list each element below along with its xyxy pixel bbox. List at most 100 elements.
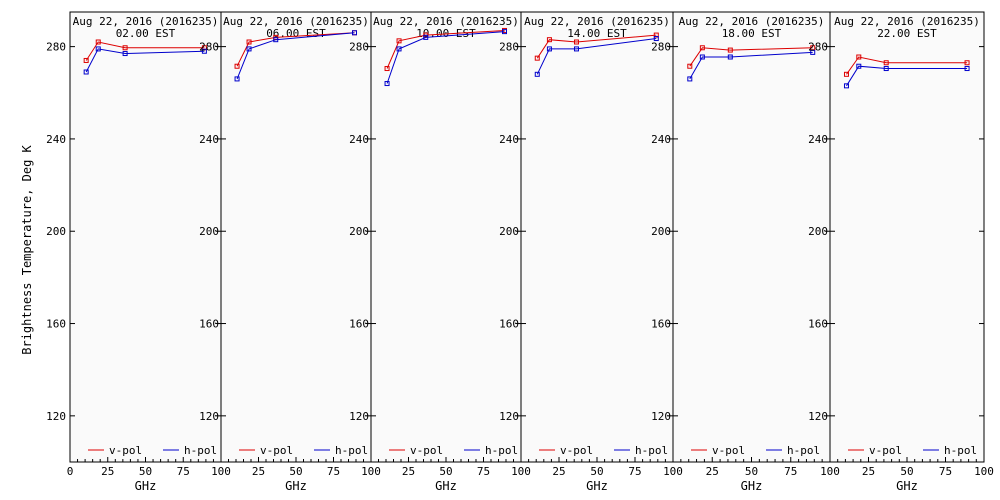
data-point-v-pol bbox=[546, 37, 552, 43]
plot-frame bbox=[672, 11, 831, 463]
panel-subtitle: 22.00 EST bbox=[877, 27, 937, 40]
data-point-h-pol bbox=[856, 63, 862, 69]
legend-label-h-pol: h-pol bbox=[335, 444, 368, 457]
x-tick-label: 25 bbox=[862, 465, 875, 478]
data-point-v-pol bbox=[201, 45, 207, 51]
data-point-v-pol bbox=[727, 47, 733, 53]
y-tick-label: 200 bbox=[199, 225, 219, 238]
y-tick-label: 160 bbox=[46, 318, 66, 331]
x-tick-label: 50 bbox=[900, 465, 913, 478]
legend-label-v-pol: v-pol bbox=[410, 444, 443, 457]
panel-2: Aug 22, 2016 (2016235)06.00 EST120160200… bbox=[199, 11, 381, 493]
data-point-h-pol bbox=[423, 34, 429, 40]
x-tick-label: 100 bbox=[820, 465, 840, 478]
data-point-v-pol bbox=[883, 60, 889, 66]
x-tick-label: 75 bbox=[939, 465, 952, 478]
x-tick-label: 75 bbox=[628, 465, 641, 478]
data-point-h-pol bbox=[653, 36, 659, 42]
data-point-h-pol bbox=[810, 49, 816, 55]
data-point-h-pol bbox=[352, 30, 357, 36]
x-tick-label: 75 bbox=[784, 465, 797, 478]
legend-label-v-pol: v-pol bbox=[560, 444, 593, 457]
x-tick-label: 25 bbox=[552, 465, 565, 478]
data-point-h-pol bbox=[546, 46, 552, 52]
y-tick-label: 120 bbox=[199, 410, 219, 423]
legend-label-h-pol: h-pol bbox=[787, 444, 820, 457]
y-axis-title: Brightness Temperature, Deg K bbox=[20, 144, 34, 354]
panel-title: Aug 22, 2016 (2016235) bbox=[524, 15, 670, 28]
y-tick-label: 240 bbox=[651, 133, 671, 146]
series-line-h-pol bbox=[85, 48, 205, 73]
x-tick-label: 75 bbox=[177, 465, 190, 478]
panel-6: Aug 22, 2016 (2016235)22.00 EST 120 160 200… bbox=[808, 11, 994, 493]
series-line-v-pol bbox=[386, 30, 505, 69]
legend-label-h-pol: h-pol bbox=[944, 444, 977, 457]
series-line-v-pol bbox=[689, 47, 813, 67]
data-point-v-pol bbox=[573, 39, 579, 45]
series-line-v-pol bbox=[846, 56, 968, 75]
y-tick-label: 280 bbox=[199, 41, 219, 54]
data-point-h-pol bbox=[843, 83, 849, 89]
data-point-v-pol bbox=[246, 39, 252, 45]
x-axis-title: GHz bbox=[586, 479, 608, 493]
data-point-h-pol bbox=[964, 66, 970, 72]
panel-subtitle: 14.00 EST bbox=[567, 27, 627, 40]
x-tick-label: 100 bbox=[361, 465, 381, 478]
data-point-v-pol bbox=[687, 63, 693, 69]
series-line-v-pol bbox=[236, 32, 355, 67]
data-point-v-pol bbox=[856, 54, 862, 60]
x-tick-label: 75 bbox=[477, 465, 490, 478]
x-tick-label: 100 bbox=[663, 465, 683, 478]
y-tick-label: 240 bbox=[46, 133, 66, 146]
legend-label-v-pol: v-pol bbox=[260, 444, 293, 457]
panel-4: Aug 22, 2016 (2016235)14.00 EST 120 160 200… bbox=[499, 11, 683, 493]
data-point-h-pol bbox=[396, 46, 402, 52]
panel-subtitle: 02.00 EST bbox=[116, 27, 176, 40]
data-point-h-pol bbox=[699, 54, 705, 60]
panel-title: Aug 22, 2016 (2016235) bbox=[223, 15, 369, 28]
y-tick-label: 120 bbox=[499, 410, 519, 423]
panel-subtitle: 18.00 EST bbox=[722, 27, 782, 40]
y-tick-label: 160 bbox=[499, 318, 519, 331]
x-tick-label: 75 bbox=[327, 465, 340, 478]
y-tick-label: 200 bbox=[499, 225, 519, 238]
series-line-h-pol bbox=[846, 65, 968, 87]
legend-label-v-pol: v-pol bbox=[869, 444, 902, 457]
legend-label-v-pol: v-pol bbox=[712, 444, 745, 457]
x-tick-label: 50 bbox=[590, 465, 603, 478]
y-tick-label: 160 bbox=[199, 318, 219, 331]
x-tick-label: 100 bbox=[211, 465, 231, 478]
data-point-v-pol bbox=[384, 66, 390, 72]
y-tick-label: 120 bbox=[808, 410, 828, 423]
data-point-h-pol bbox=[273, 37, 279, 43]
legend-label-v-pol: v-pol bbox=[109, 444, 142, 457]
series-line-h-pol bbox=[236, 32, 355, 80]
data-point-h-pol bbox=[201, 48, 207, 54]
data-point-h-pol bbox=[122, 51, 128, 57]
y-tick-label: 280 bbox=[651, 41, 671, 54]
y-tick-label: 160 bbox=[349, 318, 369, 331]
panel-1: Aug 22, 2016 (2016235)02.00 EST 120 160 200… bbox=[46, 11, 231, 493]
panel-title: Aug 22, 2016 (2016235) bbox=[834, 15, 980, 28]
data-point-h-pol bbox=[534, 71, 540, 77]
y-tick-label: 200 bbox=[46, 225, 66, 238]
y-tick-label: 240 bbox=[808, 133, 828, 146]
x-tick-label: 25 bbox=[101, 465, 114, 478]
data-point-h-pol bbox=[727, 54, 733, 60]
data-point-v-pol bbox=[83, 57, 89, 63]
data-point-v-pol bbox=[396, 38, 402, 44]
x-axis-title: GHz bbox=[135, 479, 157, 493]
x-axis-title: GHz bbox=[435, 479, 457, 493]
x-tick-label: 100 bbox=[974, 465, 994, 478]
x-tick-label: 50 bbox=[139, 465, 152, 478]
data-point-v-pol bbox=[699, 45, 705, 51]
data-point-h-pol bbox=[234, 76, 240, 82]
x-tick-label: 50 bbox=[289, 465, 302, 478]
data-point-h-pol bbox=[687, 76, 693, 82]
y-tick-label: 120 bbox=[349, 410, 369, 423]
plot-frame bbox=[69, 11, 222, 463]
y-tick-label: 240 bbox=[199, 133, 219, 146]
series-line-h-pol bbox=[689, 51, 813, 80]
x-axis-title: GHz bbox=[285, 479, 307, 493]
data-point-v-pol bbox=[234, 63, 240, 69]
